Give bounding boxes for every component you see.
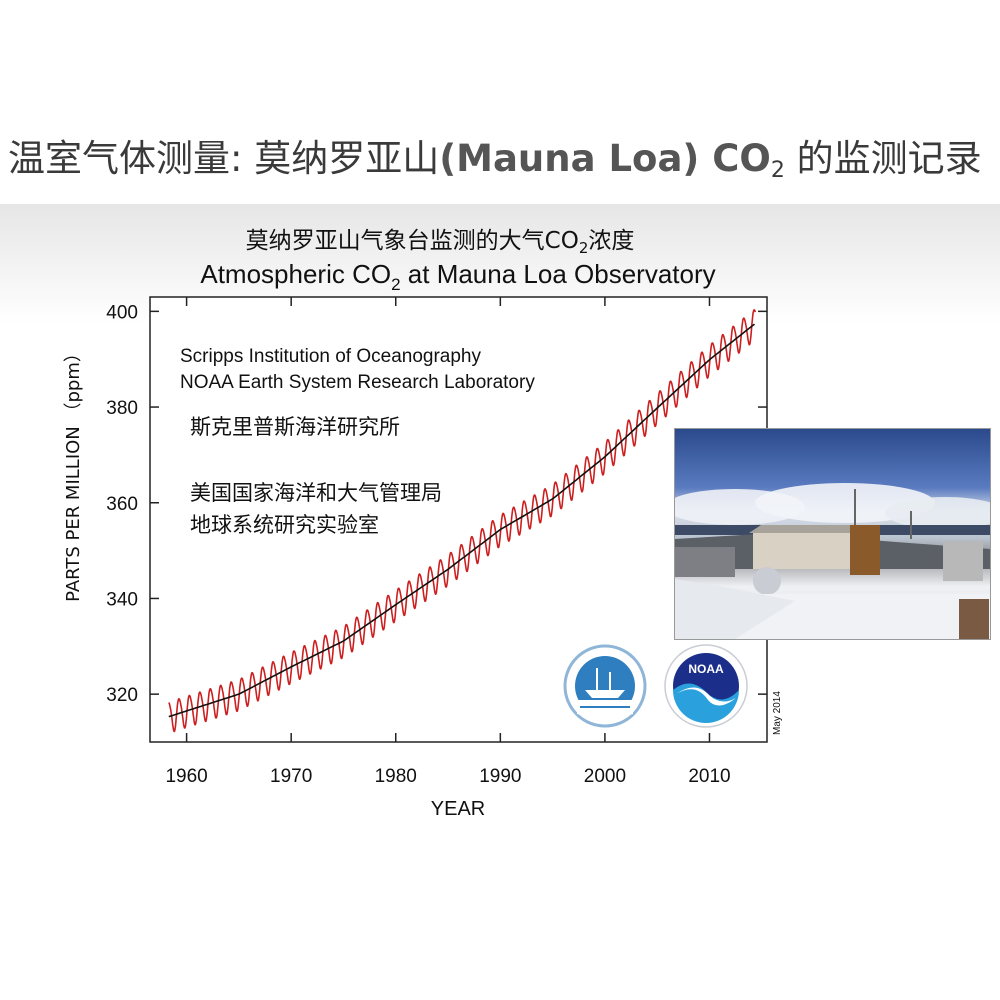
x-tick-label: 2000 — [584, 766, 626, 787]
slide-title-suffix: 的监测记录 — [784, 137, 982, 180]
scripps-logo — [563, 644, 647, 728]
x-tick-label: 1970 — [270, 766, 312, 787]
noaa-logo: NOAA — [664, 644, 748, 728]
series-layer — [168, 309, 757, 733]
series-trend-line — [168, 323, 755, 718]
annotation-noaa-cn: 美国国家海洋和大气管理局 — [190, 481, 442, 505]
x-tick-label: 1980 — [375, 766, 417, 787]
x-tick-label: 1960 — [165, 766, 207, 787]
noaa-logo-text: NOAA — [688, 662, 724, 676]
x-axis-label: YEAR — [431, 798, 485, 820]
chart-title-en: Atmospheric CO2 at Mauna Loa Observatory — [200, 259, 715, 294]
x-tick-label: 1990 — [479, 766, 521, 787]
y-axis-label: PARTS PER MILLION （ppm） — [63, 344, 84, 602]
y-tick-label: 340 — [106, 589, 138, 610]
slide-title: 温室气体测量: 莫纳罗亚山(Mauna Loa) CO2 的监测记录 — [8, 128, 998, 183]
annotation-scripps: Scripps Institution of Oceanography — [180, 346, 482, 367]
slide-title-bold: (Mauna Loa) CO — [439, 137, 771, 180]
chart-title-cn: 莫纳罗亚山气象台监测的大气CO2浓度 — [246, 228, 635, 257]
date-stamp: May 2014 — [772, 691, 783, 735]
y-tick-label: 400 — [106, 302, 138, 323]
annotation-scripps-cn: 斯克里普斯海洋研究所 — [190, 415, 400, 439]
annotation-noaa-esrl: NOAA Earth System Research Laboratory — [180, 372, 535, 393]
y-tick-label: 360 — [106, 494, 138, 515]
observatory-photo — [674, 428, 991, 640]
plot-frame — [149, 296, 768, 743]
y-tick-label: 380 — [106, 398, 138, 419]
slide-title-prefix: 温室气体测量: 莫纳罗亚山 — [8, 137, 440, 180]
y-tick-label: 320 — [106, 685, 138, 706]
axis-ticks: 1960 1970 1980 1990 2000 2010 320 340 360 380 400 — [106, 297, 767, 787]
annotation-esrl-cn: 地球系统研究实验室 — [190, 513, 379, 537]
slide-title-subscript: 2 — [770, 158, 785, 183]
x-tick-label: 2010 — [688, 766, 730, 787]
